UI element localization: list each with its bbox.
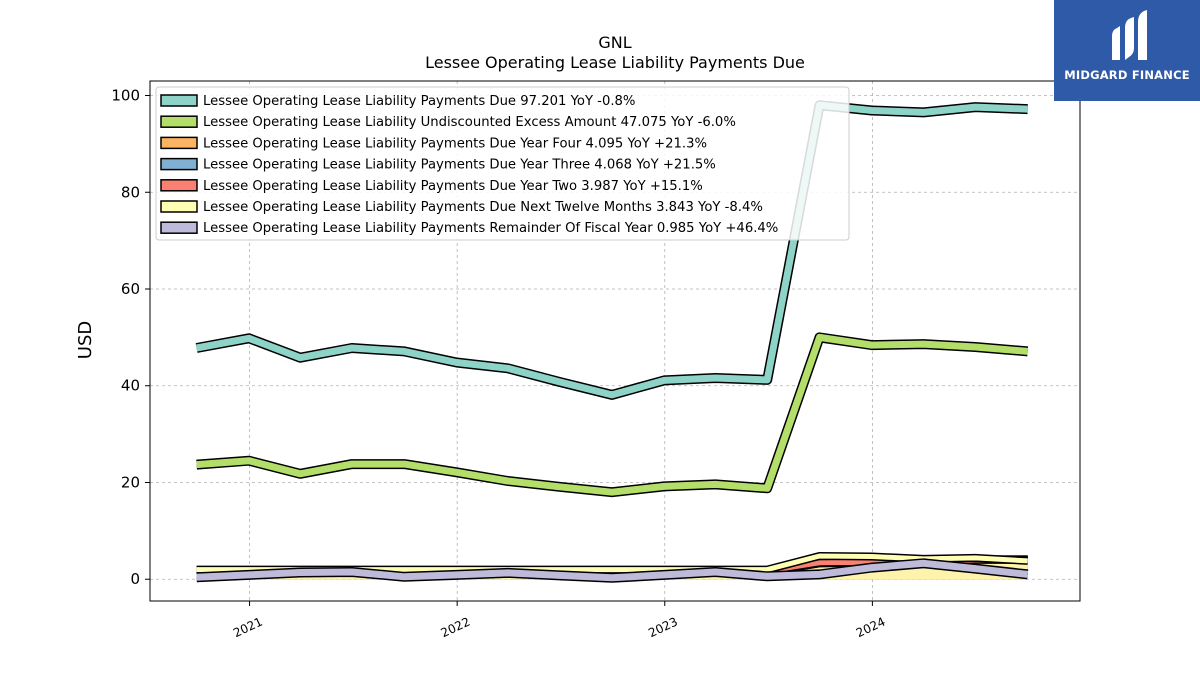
plot-frame xyxy=(149,80,1081,602)
legend-swatch xyxy=(160,115,198,128)
y-tick-label: 100 xyxy=(111,87,140,105)
y-tick-label: 20 xyxy=(121,473,140,491)
legend-label: Lessee Operating Lease Liability Payment… xyxy=(203,158,716,173)
logo-mark-icon xyxy=(1112,10,1147,60)
midgard-finance-logo: MIDGARD FINANCE xyxy=(1054,0,1200,101)
legend-swatch xyxy=(160,136,198,150)
logo-text: MIDGARD FINANCE xyxy=(1064,68,1190,82)
legend-swatch xyxy=(160,221,198,234)
y-tick-label: 60 xyxy=(121,280,140,298)
series-line-1 xyxy=(196,333,1028,496)
y-tick-label: 80 xyxy=(121,183,140,201)
legend-swatch xyxy=(160,200,198,213)
legend-swatch xyxy=(160,94,198,107)
y-axis-label: USD xyxy=(75,321,96,359)
x-tick-label: 2022 xyxy=(439,615,473,641)
legend-swatch xyxy=(160,157,198,171)
chart-subtitle: Lessee Operating Lease Liability Payment… xyxy=(425,53,805,72)
y-tick-label: 0 xyxy=(130,570,140,588)
legend-box xyxy=(155,86,850,241)
legend-label: Lessee Operating Lease Liability Payment… xyxy=(203,94,635,109)
x-axis-ticks: 2021 2022 2023 2024 xyxy=(231,601,887,640)
series-line-6 xyxy=(196,559,1029,582)
legend-swatch xyxy=(160,179,198,192)
y-axis-ticks: 0 20 40 60 80 100 xyxy=(111,87,150,588)
y-tick-label: 40 xyxy=(121,377,140,395)
series-line-0 xyxy=(195,101,1028,399)
legend-label: Lessee Operating Lease Liability Payment… xyxy=(203,136,707,151)
x-tick-label: 2021 xyxy=(231,615,265,641)
legend-label: Lessee Operating Lease Liability Payment… xyxy=(203,221,778,236)
series-lines xyxy=(195,100,1029,583)
legend: Lessee Operating Lease Liability Payment… xyxy=(155,86,850,241)
x-tick-label: 2023 xyxy=(646,615,680,641)
legend-label: Lessee Operating Lease Liability Undisco… xyxy=(203,115,736,130)
x-tick-label: 2024 xyxy=(854,615,888,641)
chart-title: GNL xyxy=(598,33,631,52)
legend-label: Lessee Operating Lease Liability Payment… xyxy=(203,200,763,215)
legend-label: Lessee Operating Lease Liability Payment… xyxy=(203,179,703,194)
